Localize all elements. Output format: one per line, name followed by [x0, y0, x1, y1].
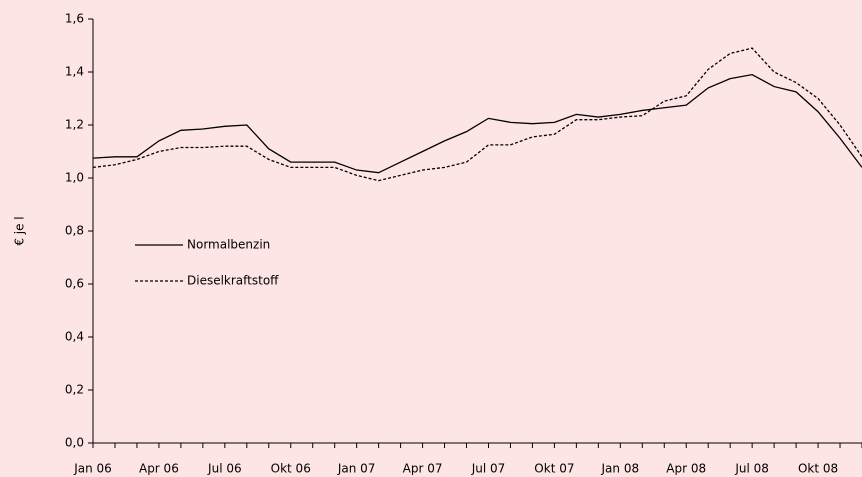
y-tick-label: 1,2	[65, 118, 84, 132]
series-line	[92, 73, 862, 174]
y-tick-label: 0,0	[65, 436, 84, 450]
x-tick-label: Okt 06	[271, 462, 311, 476]
x-tick-label: Okt 07	[534, 462, 574, 476]
y-tick-label: 1,4	[65, 65, 84, 79]
x-tick-label: Jan 08	[601, 462, 640, 476]
x-tick-label: Jul 07	[471, 462, 506, 476]
legend-label: Normalbenzin	[187, 238, 270, 252]
x-tick-label: Jan 06	[73, 462, 112, 476]
series-line	[92, 47, 862, 182]
x-tick-label: Apr 08	[666, 462, 706, 476]
x-tick-label: Apr 07	[403, 462, 443, 476]
x-tick-label: Jul 08	[734, 462, 769, 476]
x-tick-label: Jul 06	[207, 462, 242, 476]
x-tick-label: Jan 07	[337, 462, 376, 476]
x-tick-label: Okt 08	[798, 462, 838, 476]
y-tick-label: 0,6	[65, 277, 84, 291]
y-tick-label: 1,6	[65, 12, 84, 26]
x-tick-label: Apr 06	[139, 462, 179, 476]
y-tick-label: 1,0	[65, 171, 84, 185]
y-axis-label: € je l	[13, 216, 27, 245]
y-tick-label: 0,4	[65, 330, 84, 344]
y-tick-label: 0,2	[65, 383, 84, 397]
legend-label: Dieselkraftstoff	[187, 274, 279, 288]
y-tick-label: 0,8	[65, 224, 84, 238]
